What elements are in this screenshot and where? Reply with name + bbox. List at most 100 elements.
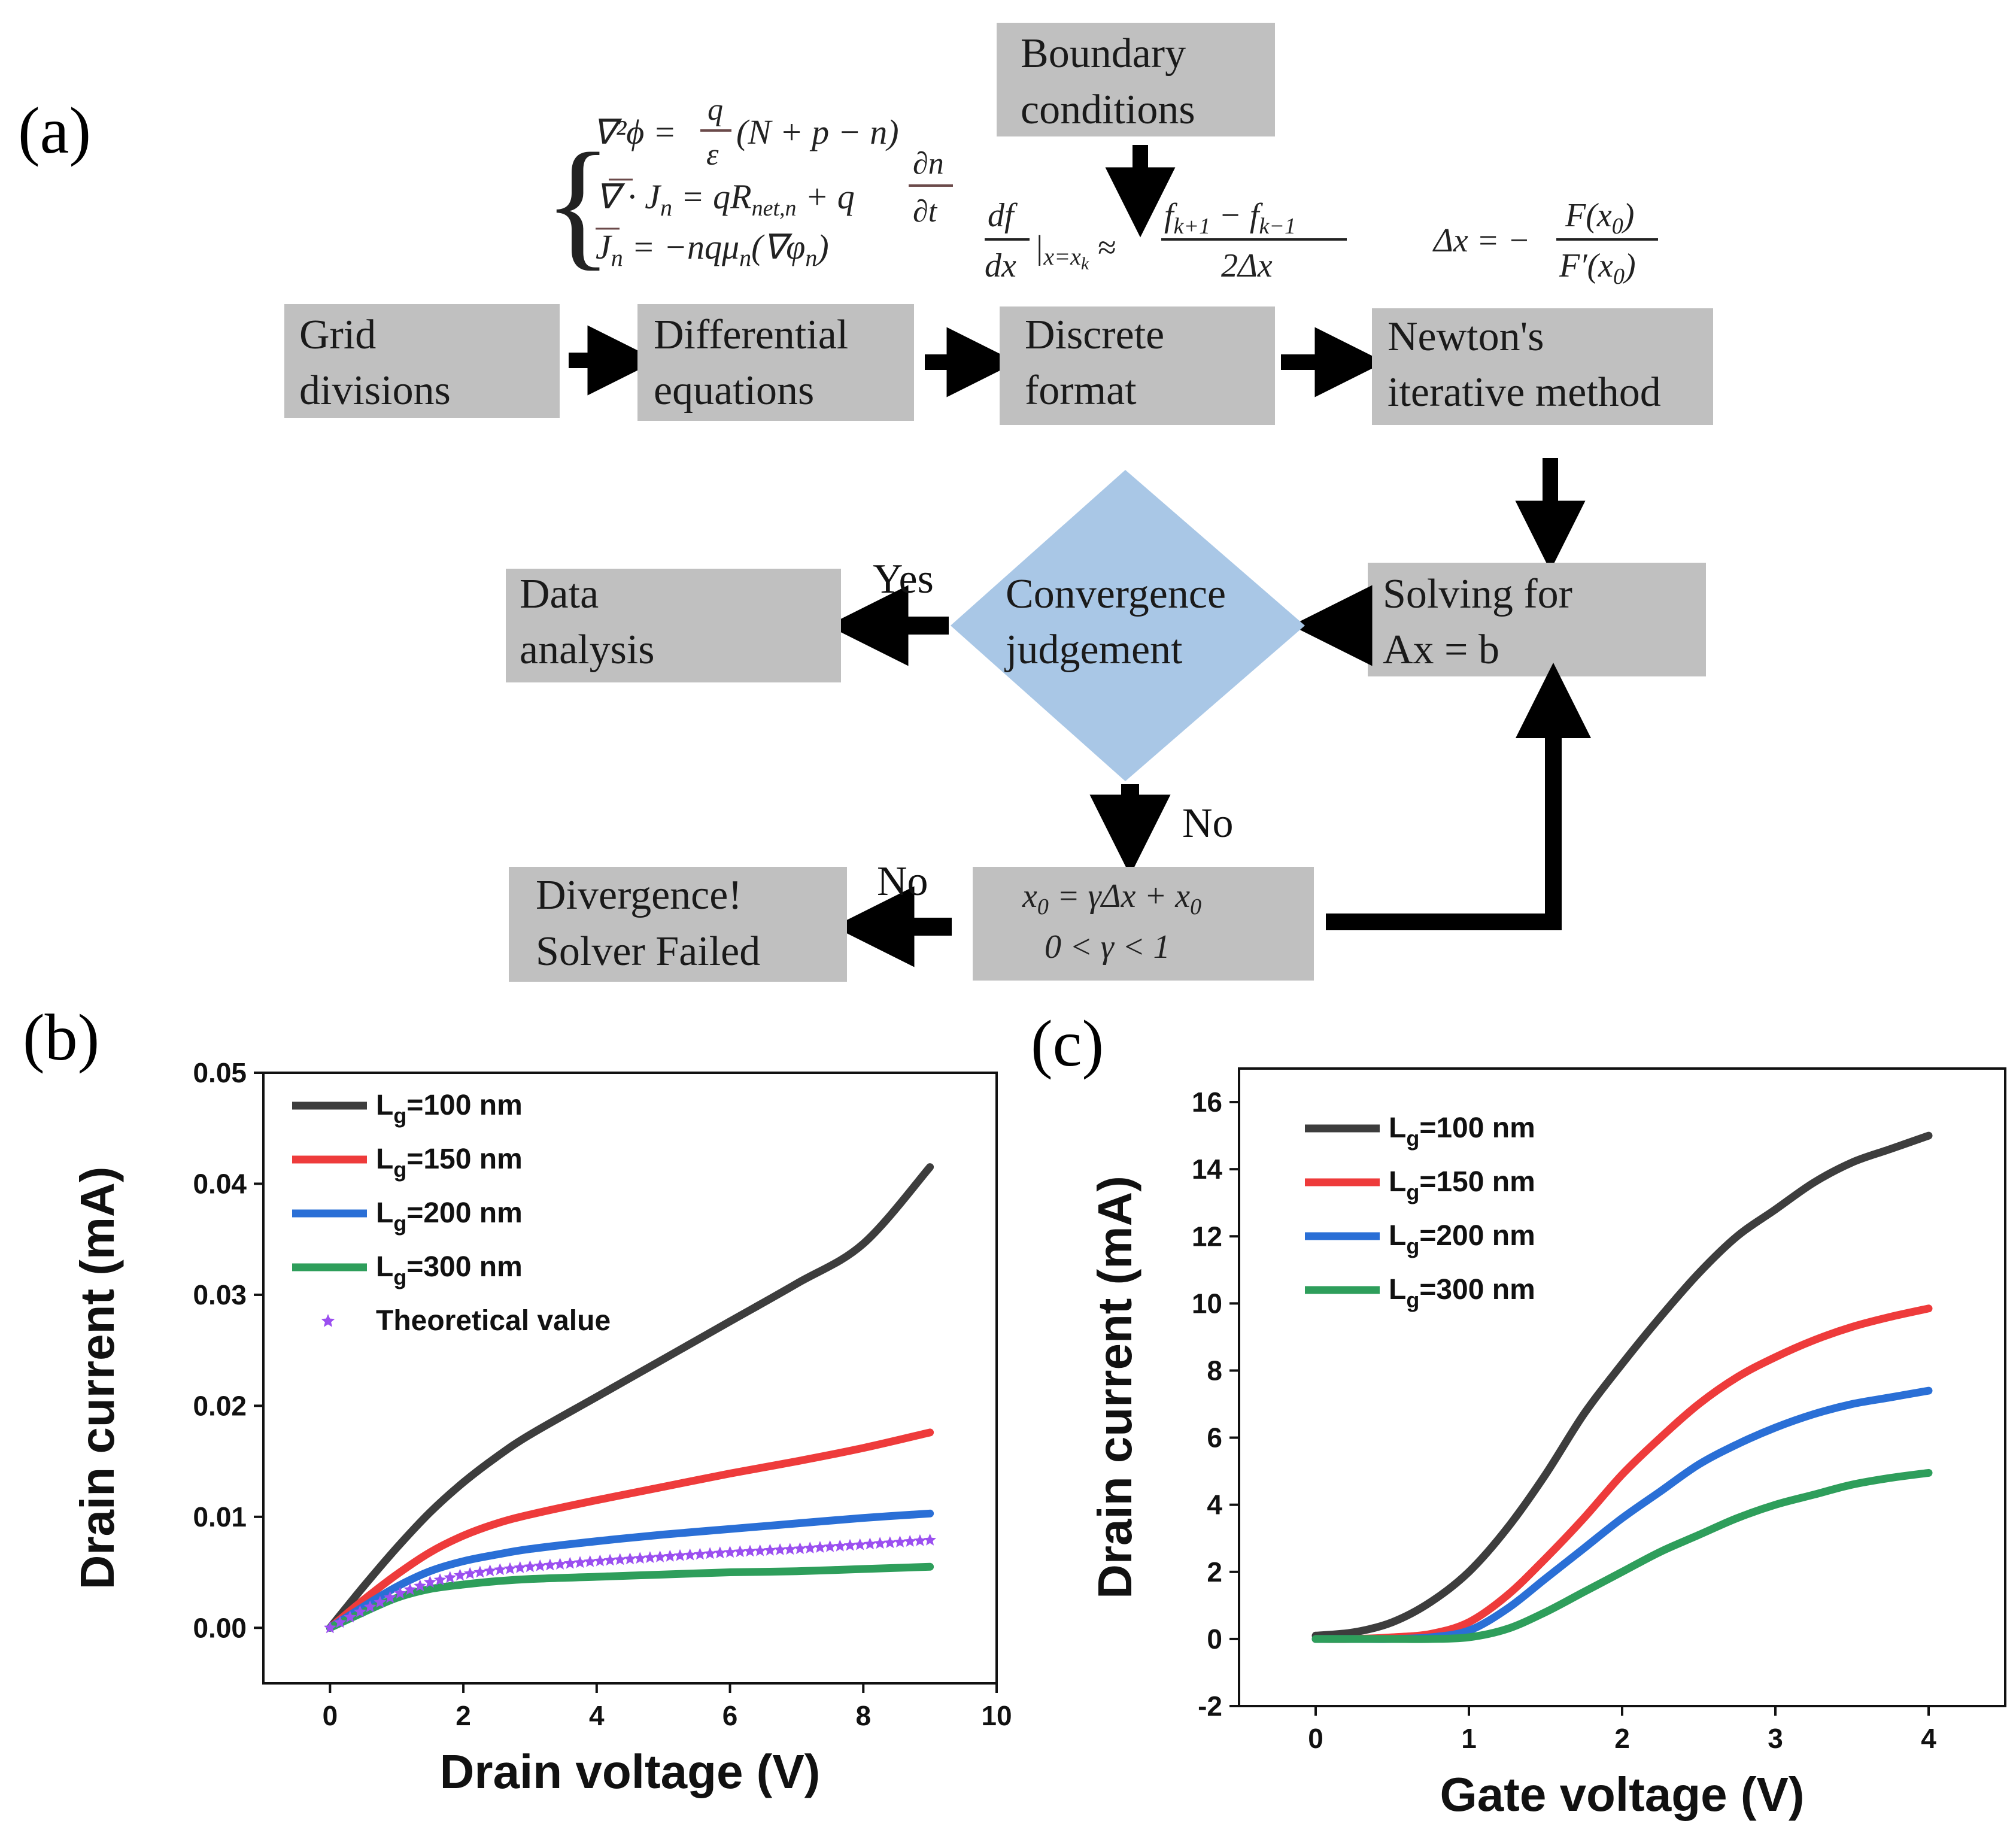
chart-b-y-axis-title: Drain current (mA) bbox=[71, 1167, 124, 1590]
chart-c-x-tick-label-1: 1 bbox=[1461, 1723, 1477, 1754]
divergence-line-1: Divergence! bbox=[536, 872, 742, 918]
chart-c-y-axis-title: Drain current (mA) bbox=[1088, 1176, 1141, 1599]
chart-b-star-point-56 bbox=[883, 1536, 897, 1549]
chart-b-star-point-59 bbox=[913, 1534, 927, 1546]
eq-dx: dx bbox=[985, 247, 1016, 284]
grid-line-1: Grid bbox=[299, 312, 376, 358]
chart-b-star-point-7 bbox=[393, 1586, 406, 1599]
divergence-box: Divergence! Solver Failed bbox=[509, 867, 847, 982]
chart-b-star-point-2 bbox=[344, 1610, 357, 1623]
chart-b-star-point-17 bbox=[493, 1563, 506, 1576]
discrete-line-2: format bbox=[1025, 368, 1137, 414]
chart-c-y-tick-label-3: 4 bbox=[1207, 1489, 1222, 1521]
divergence-line-2: Solver Failed bbox=[536, 928, 760, 975]
chart-b-star-point-32 bbox=[643, 1551, 657, 1563]
chart-b-star-point-34 bbox=[663, 1549, 676, 1562]
chart-b-star-point-35 bbox=[673, 1549, 687, 1561]
chart-b-star-point-57 bbox=[894, 1535, 906, 1547]
eq-eval: |x=xk ≈ bbox=[1034, 229, 1116, 274]
eq-poisson-lhs: ∇²ϕ = bbox=[593, 113, 676, 151]
chart-b-star-point-49 bbox=[813, 1541, 827, 1553]
convergence-diamond: Convergence judgement bbox=[951, 470, 1305, 781]
update-line-2: 0 < γ < 1 bbox=[1045, 928, 1170, 966]
chart-b-star-point-25 bbox=[573, 1556, 587, 1568]
chart-c-x-tick-label-3: 3 bbox=[1768, 1723, 1783, 1754]
chart-b-star-point-15 bbox=[473, 1565, 487, 1578]
eq-newton-num: F(x0) bbox=[1565, 197, 1634, 239]
newton-equation: Δx = − F(x0) F′(x0) bbox=[1432, 197, 1658, 289]
chart-c-series-line-0 bbox=[1311, 1131, 1933, 1640]
chart-c-legend-label-1: Lg=150 nm bbox=[1389, 1166, 1535, 1204]
differential-equations-box: Differential equations bbox=[637, 304, 914, 421]
differential-line-1: Differential bbox=[654, 312, 848, 358]
solving-line-1: Solving for bbox=[1383, 571, 1572, 617]
chart-b-star-point-26 bbox=[584, 1555, 597, 1567]
chart-b-series-line-2 bbox=[326, 1509, 934, 1632]
chart-c-legend-label-3: Lg=300 nm bbox=[1389, 1274, 1535, 1312]
chart-b-star-point-42 bbox=[743, 1544, 757, 1557]
data-line-2: analysis bbox=[520, 627, 655, 673]
chart-c-series-line-3 bbox=[1311, 1468, 1933, 1643]
chart-drain-voltage: 0 2 4 6 8 10 0.00 0.01 0.02 0.03 0.04 0.05 Drain vol… bbox=[71, 1057, 1012, 1798]
chart-b-star-point-12 bbox=[444, 1571, 457, 1583]
chart-c-y-tick-label-2: 2 bbox=[1207, 1556, 1222, 1588]
chart-b-series-line-3 bbox=[326, 1562, 934, 1632]
chart-c-y-tick-label-4: 6 bbox=[1207, 1422, 1222, 1453]
newton-method-box: Newton's iterative method bbox=[1372, 308, 1713, 425]
chart-b-star-point-44 bbox=[763, 1543, 776, 1556]
discrete-equation: df dx |x=xk ≈ fk+1 − fk−1 2Δx bbox=[985, 197, 1347, 284]
chart-c-plot-frame bbox=[1238, 1067, 2006, 1707]
chart-b-y-tick-label-4: 0.04 bbox=[193, 1168, 247, 1199]
chart-b-star-point-50 bbox=[824, 1540, 837, 1552]
chart-b-star-point-28 bbox=[603, 1553, 617, 1566]
chart-b-star-point-20 bbox=[524, 1560, 536, 1573]
chart-b-y-tick-label-5: 0.05 bbox=[193, 1057, 247, 1088]
data-line-1: Data bbox=[520, 571, 599, 617]
chart-b-star-point-8 bbox=[403, 1583, 417, 1595]
chart-c-y-tick-label-1: 0 bbox=[1207, 1623, 1222, 1655]
chart-c-y-tick-label-9: 16 bbox=[1192, 1087, 1222, 1118]
chart-b-x-tick-label-1: 2 bbox=[456, 1700, 471, 1731]
eq-poisson-eps: ε bbox=[706, 138, 719, 172]
arrow-update-to-solving bbox=[1326, 663, 1591, 930]
chart-b-y-tick-label-0: 0.00 bbox=[193, 1612, 247, 1643]
chart-b-star-point-60 bbox=[924, 1533, 937, 1546]
chart-b-legend-marker-4 bbox=[321, 1314, 335, 1327]
eq-poisson-rhs: (N + p − n) bbox=[736, 113, 899, 151]
no-label-down: No bbox=[1182, 800, 1234, 846]
brace: { bbox=[544, 123, 612, 283]
chart-b-star-point-36 bbox=[684, 1548, 697, 1561]
eq-newton-lhs: Δx = − bbox=[1432, 222, 1530, 259]
update-box: x0 = γΔx + x0 0 < γ < 1 bbox=[973, 867, 1314, 981]
update-line-1: x0 = γΔx + x0 bbox=[1022, 878, 1201, 919]
chart-c-y-tick-label-8: 14 bbox=[1192, 1154, 1223, 1185]
chart-b-x-tick-label-3: 6 bbox=[722, 1700, 738, 1731]
chart-c-y-tick-label-0: -2 bbox=[1198, 1691, 1222, 1722]
grid-line-2: divisions bbox=[299, 368, 451, 414]
eq-newton-den: F′(x0) bbox=[1559, 247, 1636, 289]
chart-c-y-tick-label-6: 10 bbox=[1192, 1288, 1222, 1319]
chart-b-legend-label-2: Lg=200 nm bbox=[376, 1197, 523, 1236]
chart-b-star-point-51 bbox=[833, 1539, 846, 1552]
chart-c-x-tick-label-0: 0 bbox=[1308, 1723, 1323, 1754]
eq-continuity-dn: ∂n bbox=[913, 147, 944, 181]
data-analysis-box: Data analysis bbox=[506, 569, 841, 682]
chart-b-y-tick-label-1: 0.01 bbox=[193, 1501, 247, 1532]
chart-b-star-point-18 bbox=[503, 1562, 517, 1574]
chart-b-star-point-47 bbox=[794, 1542, 806, 1555]
chart-b-star-point-10 bbox=[423, 1576, 436, 1588]
chart-b-star-point-38 bbox=[703, 1547, 716, 1559]
chart-b-star-point-30 bbox=[624, 1552, 636, 1565]
chart-b-star-point-4 bbox=[363, 1600, 377, 1613]
convergence-line-1: Convergence bbox=[1006, 571, 1226, 617]
panel-label-a: (a) bbox=[18, 94, 91, 167]
chart-b-plot-frame bbox=[262, 1072, 998, 1685]
chart-c-y-tick-label-7: 12 bbox=[1192, 1221, 1222, 1252]
boundary-line-1: Boundary bbox=[1021, 31, 1186, 77]
pde-equation-group: { ∇²ϕ = q ε (N + p − n) ∇ · Jn = qRnet,n… bbox=[544, 93, 953, 283]
chart-b-x-tick-label-0: 0 bbox=[323, 1700, 338, 1731]
eq-denom: 2Δx bbox=[1221, 247, 1273, 284]
eq-poisson-q: q bbox=[708, 93, 723, 127]
panel-label-c: (c) bbox=[1031, 1007, 1104, 1080]
